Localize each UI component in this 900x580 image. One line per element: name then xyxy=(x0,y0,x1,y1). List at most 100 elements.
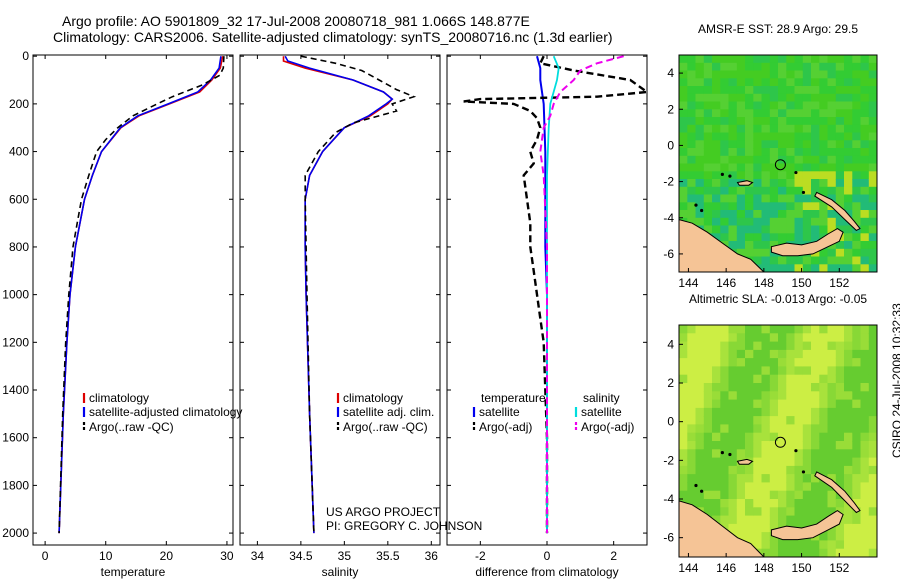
map-cell xyxy=(728,210,738,219)
map-cell xyxy=(827,109,837,118)
map-cell xyxy=(786,325,796,334)
map-cell xyxy=(753,93,763,103)
map-cell xyxy=(712,78,721,87)
map-cell xyxy=(819,86,829,95)
map-cell xyxy=(761,124,771,134)
map-cell xyxy=(786,424,796,434)
map-cell xyxy=(868,148,877,157)
map-cell xyxy=(844,358,853,367)
map-cell xyxy=(695,349,705,359)
map-cell xyxy=(860,86,870,95)
map-cell xyxy=(769,424,779,434)
map-cell xyxy=(720,325,730,334)
map-cell xyxy=(712,210,721,219)
map-cell xyxy=(720,86,730,95)
map-cell xyxy=(687,358,697,367)
map-cell xyxy=(852,210,862,219)
map-cell xyxy=(753,507,763,517)
map-cell xyxy=(819,70,829,79)
map-cell xyxy=(712,62,721,72)
map-cell xyxy=(860,148,870,157)
map-cell xyxy=(786,490,796,500)
map-cell xyxy=(827,194,837,203)
map-cell xyxy=(703,86,713,95)
map-cell xyxy=(745,474,754,483)
map-cell xyxy=(720,55,730,64)
small-island xyxy=(728,452,732,457)
map-cell xyxy=(794,548,804,557)
map-cell xyxy=(868,217,877,227)
map-cell xyxy=(852,202,862,211)
map-cell xyxy=(835,155,845,165)
map-cell xyxy=(819,248,829,258)
map-cell xyxy=(827,333,837,343)
map-cell xyxy=(769,132,779,141)
map-cell xyxy=(802,155,812,165)
map-cell xyxy=(852,140,862,149)
map-cell xyxy=(827,325,837,334)
map-cell xyxy=(860,441,870,450)
map-cell xyxy=(819,548,829,557)
map-cell xyxy=(703,163,713,172)
difference-legend-sal-header: salinity xyxy=(583,391,620,405)
map-cell xyxy=(687,210,697,219)
map-cell xyxy=(811,101,820,110)
map-x-tick-label: 150 xyxy=(792,276,812,290)
map-cell xyxy=(794,341,804,351)
map-cell xyxy=(728,358,738,367)
map-cell xyxy=(802,383,812,392)
map-cell xyxy=(761,62,771,72)
map-cell xyxy=(712,358,721,367)
temperature-profile-frame xyxy=(32,54,234,546)
map-cell xyxy=(728,202,738,211)
map-cell xyxy=(868,264,877,272)
map-cell xyxy=(819,171,829,180)
temperature-profile-series-climatology xyxy=(58,56,224,534)
map-cell xyxy=(761,140,771,149)
map-cell xyxy=(811,55,820,64)
map-cell xyxy=(745,241,754,250)
map-cell xyxy=(868,241,877,250)
map-cell xyxy=(802,474,812,483)
map-cell xyxy=(802,449,812,459)
map-cell xyxy=(769,407,779,417)
map-cell xyxy=(852,217,862,227)
map-cell xyxy=(852,109,862,118)
map-cell xyxy=(736,93,746,103)
land-new-britain xyxy=(770,510,844,541)
map-cell xyxy=(745,515,754,525)
map-cell xyxy=(868,507,877,517)
map-cell xyxy=(695,78,705,87)
map-cell xyxy=(811,225,820,234)
map-cell xyxy=(835,366,845,376)
map-cell xyxy=(819,391,829,401)
map-cell xyxy=(695,449,705,459)
map-cell xyxy=(860,341,870,351)
map-cell xyxy=(794,540,804,550)
map-cell xyxy=(778,548,787,557)
map-cell xyxy=(745,358,754,367)
map-cell xyxy=(827,62,837,72)
map-cell xyxy=(802,399,812,409)
map-cell xyxy=(844,366,853,376)
map-cell xyxy=(745,432,754,442)
map-cell xyxy=(868,256,877,265)
map-cell xyxy=(844,399,853,409)
map-cell xyxy=(827,540,837,550)
map-cell xyxy=(745,78,754,87)
map-cell xyxy=(827,391,837,401)
map-cell xyxy=(827,264,837,272)
map-cell xyxy=(860,515,870,525)
map-cell xyxy=(844,179,853,188)
map-cell xyxy=(844,407,853,417)
map-cell xyxy=(745,55,754,64)
map-cell xyxy=(778,507,787,517)
map-cell xyxy=(736,366,746,376)
map-cell xyxy=(687,474,697,483)
map-cell xyxy=(745,349,754,359)
side-timestamp: CSIRO 24-Jul-2008 10:32:33 xyxy=(890,303,900,458)
map-cell xyxy=(712,432,721,442)
map-cell xyxy=(868,432,877,442)
map-cell xyxy=(695,499,705,508)
map-cell xyxy=(811,86,820,95)
